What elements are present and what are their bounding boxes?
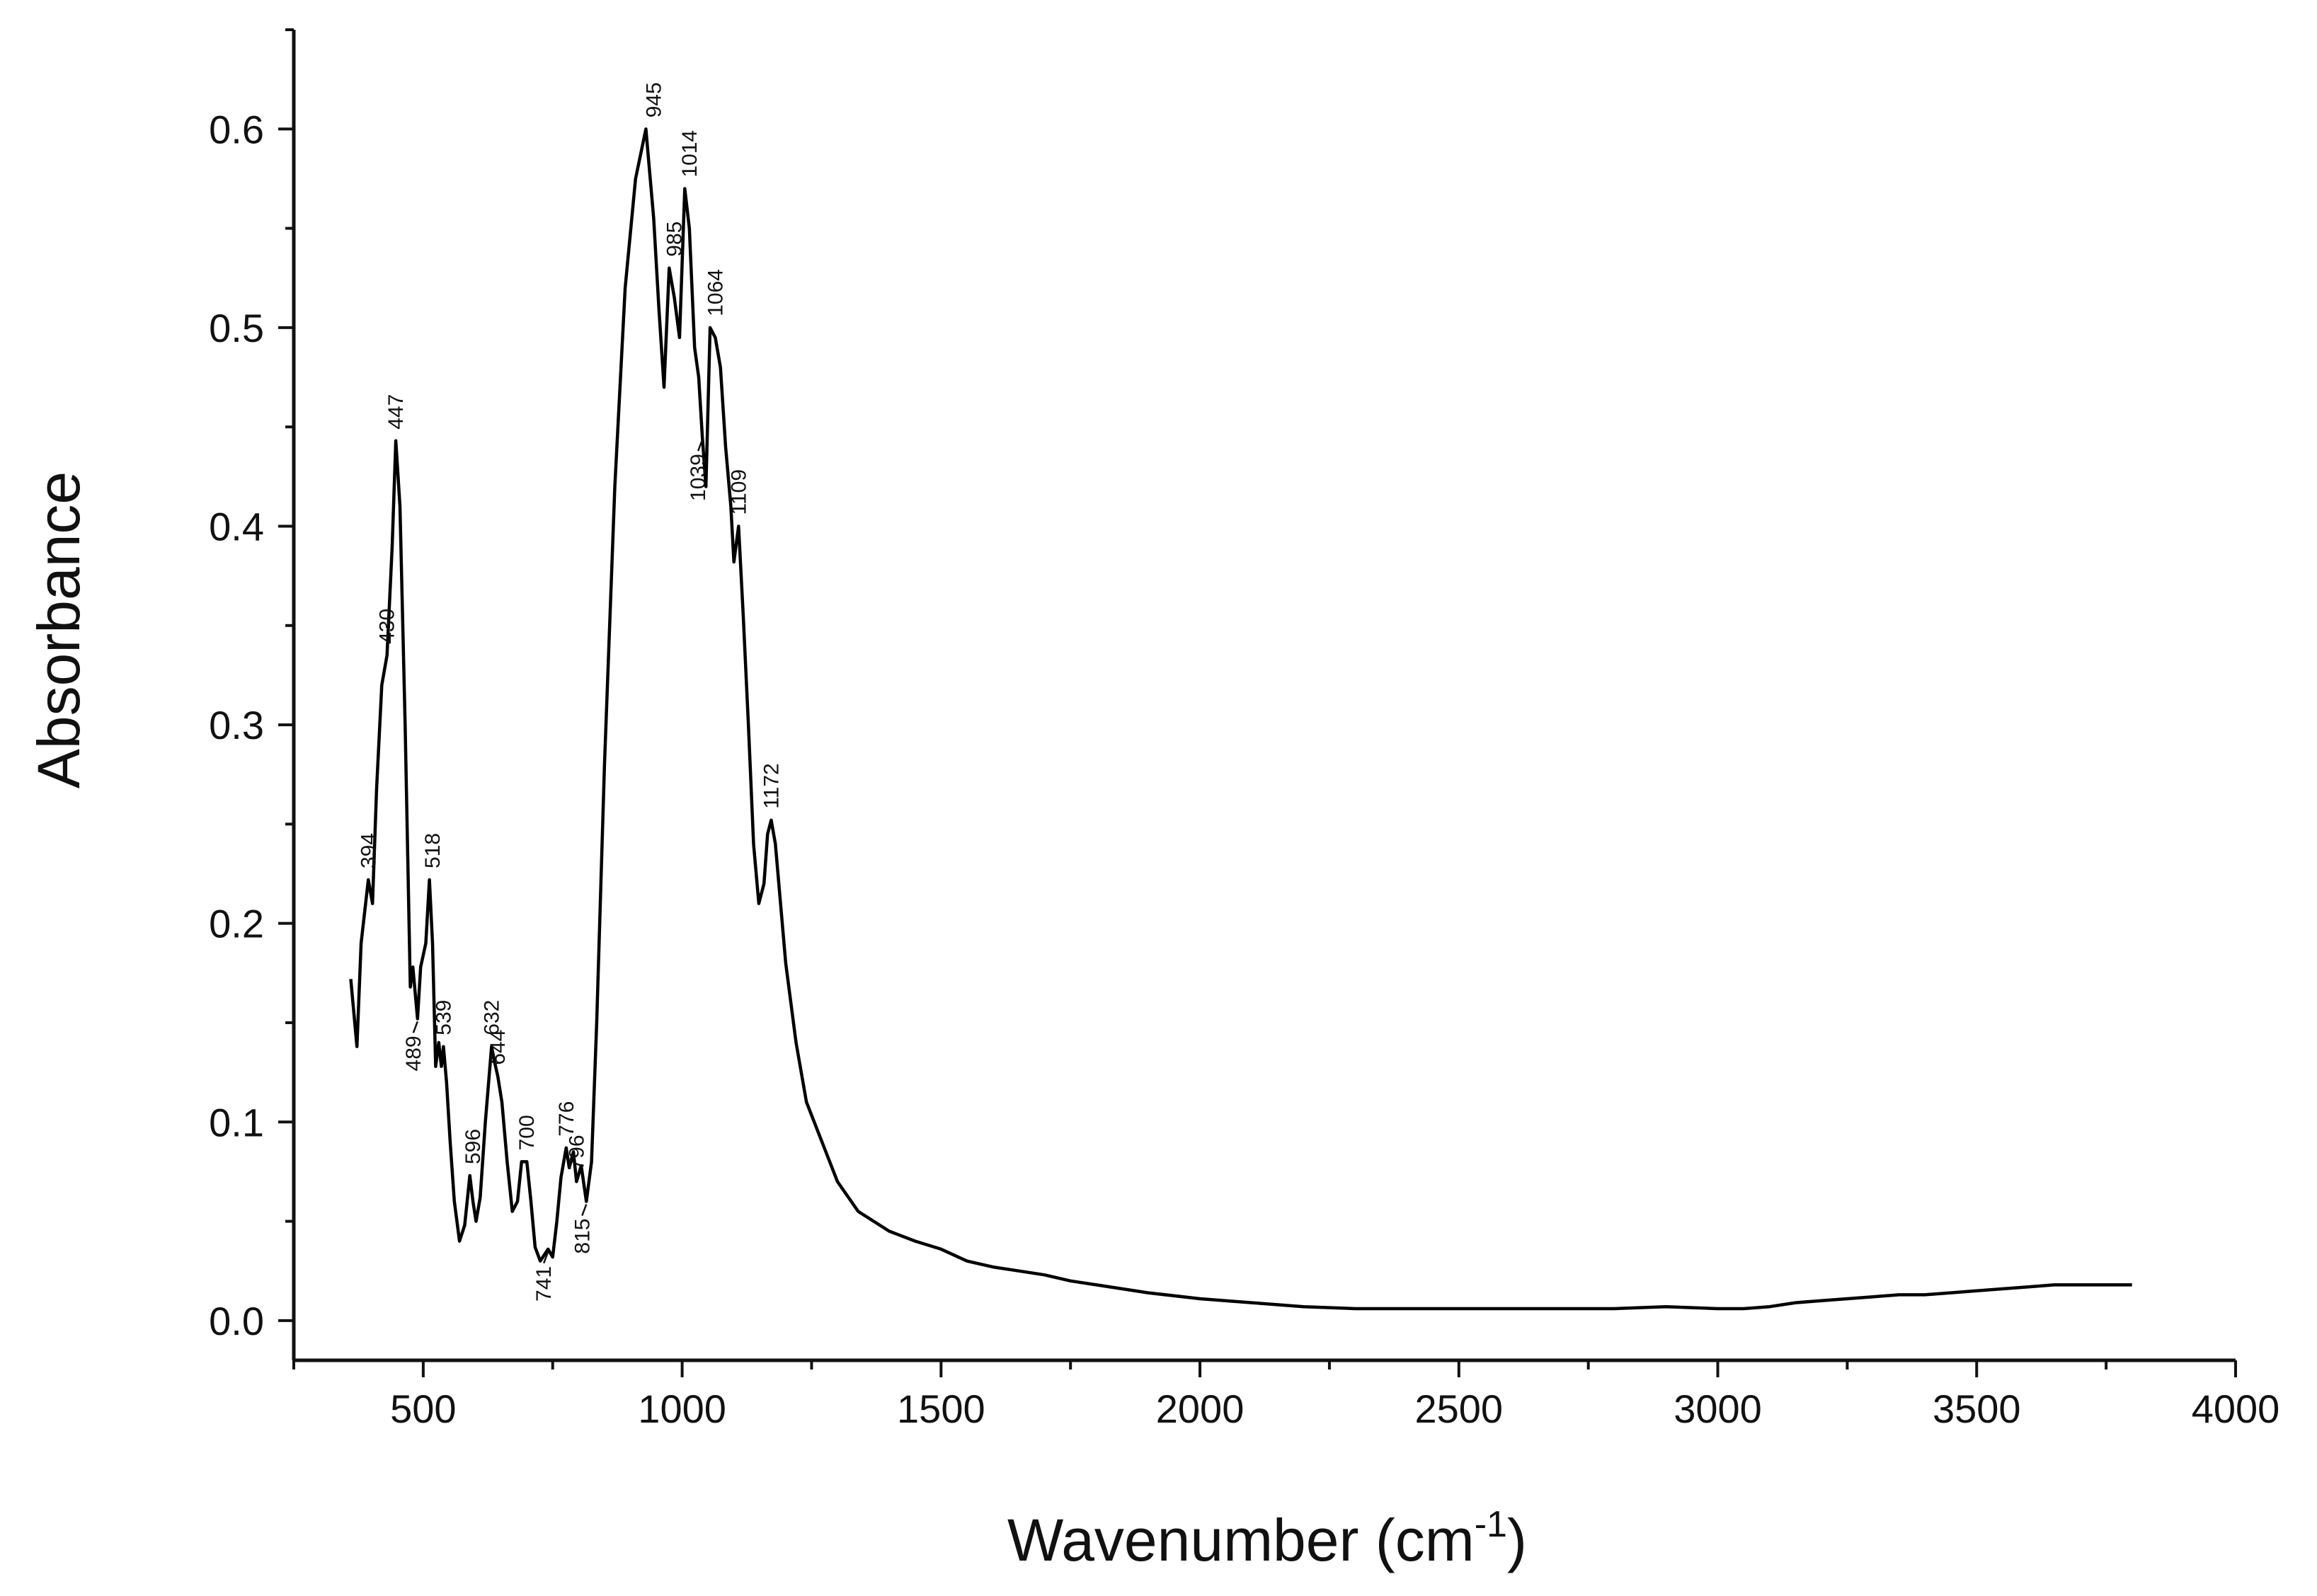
x-tick-label: 1000: [638, 1387, 726, 1431]
y-tick-label: 0.5: [209, 306, 264, 350]
spectrum-line: [349, 127, 2132, 1311]
series-layer: [349, 127, 2132, 1311]
y-tick-label: 0.1: [209, 1100, 264, 1144]
x-tick-label: 2000: [1156, 1387, 1245, 1431]
peak-label: 430: [376, 609, 399, 644]
x-tick-label: 2500: [1415, 1387, 1504, 1431]
peak-label: 1014: [678, 130, 702, 178]
peak-label: 518: [421, 833, 445, 868]
x-tick-label: 1500: [897, 1387, 985, 1431]
y-axis-ticks: 0.0 0.1 0.2 0.3 0.4 0.5 0.6: [209, 28, 294, 1343]
peak-label: 394: [357, 833, 380, 868]
peak-label: 945: [642, 82, 665, 117]
x-tick-label: 4000: [2192, 1387, 2280, 1431]
peak-label: 489: [402, 1035, 425, 1071]
x-tick-label: 3000: [1674, 1387, 1762, 1431]
peak-label: 815: [571, 1219, 594, 1254]
peak-label: 1172: [760, 763, 783, 809]
y-tick-label: 0.2: [209, 902, 264, 946]
peak-leader-line: [412, 1021, 418, 1033]
peak-label: 776: [555, 1101, 578, 1137]
peak-label: 1109: [727, 469, 750, 515]
x-axis-title-suffix: ): [1507, 1507, 1527, 1573]
y-tick-label: 0.4: [209, 504, 264, 549]
y-tick-label: 0.3: [209, 703, 264, 747]
peak-leader-line: [542, 1251, 549, 1264]
peak-leader-line: [697, 439, 704, 452]
peak-label: 1039: [687, 454, 710, 501]
peak-label: 700: [515, 1115, 539, 1150]
x-axis-title-superscript: -1: [1475, 1504, 1507, 1545]
peak-label: 985: [663, 222, 687, 257]
x-tick-label: 3500: [1933, 1387, 2021, 1431]
peak-label: 447: [384, 394, 408, 430]
y-tick-label: 0.0: [209, 1299, 264, 1343]
plot-frame: [292, 30, 2236, 1362]
peak-label: 596: [462, 1129, 485, 1164]
peak-label: 796: [565, 1135, 588, 1170]
x-axis-title-main: Wavenumber (cm: [1007, 1507, 1475, 1573]
x-axis-title: Wavenumber (cm-1): [1007, 1504, 1527, 1573]
peak-label: 1064: [704, 269, 727, 316]
peak-label: 539: [432, 1000, 455, 1035]
peak-leader-line: [581, 1204, 588, 1216]
y-axis-title: Absorbance: [25, 471, 92, 788]
peak-label: 632: [480, 1000, 503, 1035]
y-tick-label: 0.6: [209, 107, 264, 151]
peak-label: 644: [486, 1030, 510, 1065]
x-axis-ticks: 500 1000 1500 2000 2500 3000 3500 4000: [292, 1360, 2280, 1431]
x-tick-label: 500: [390, 1387, 456, 1431]
peak-label: 741: [532, 1266, 556, 1302]
